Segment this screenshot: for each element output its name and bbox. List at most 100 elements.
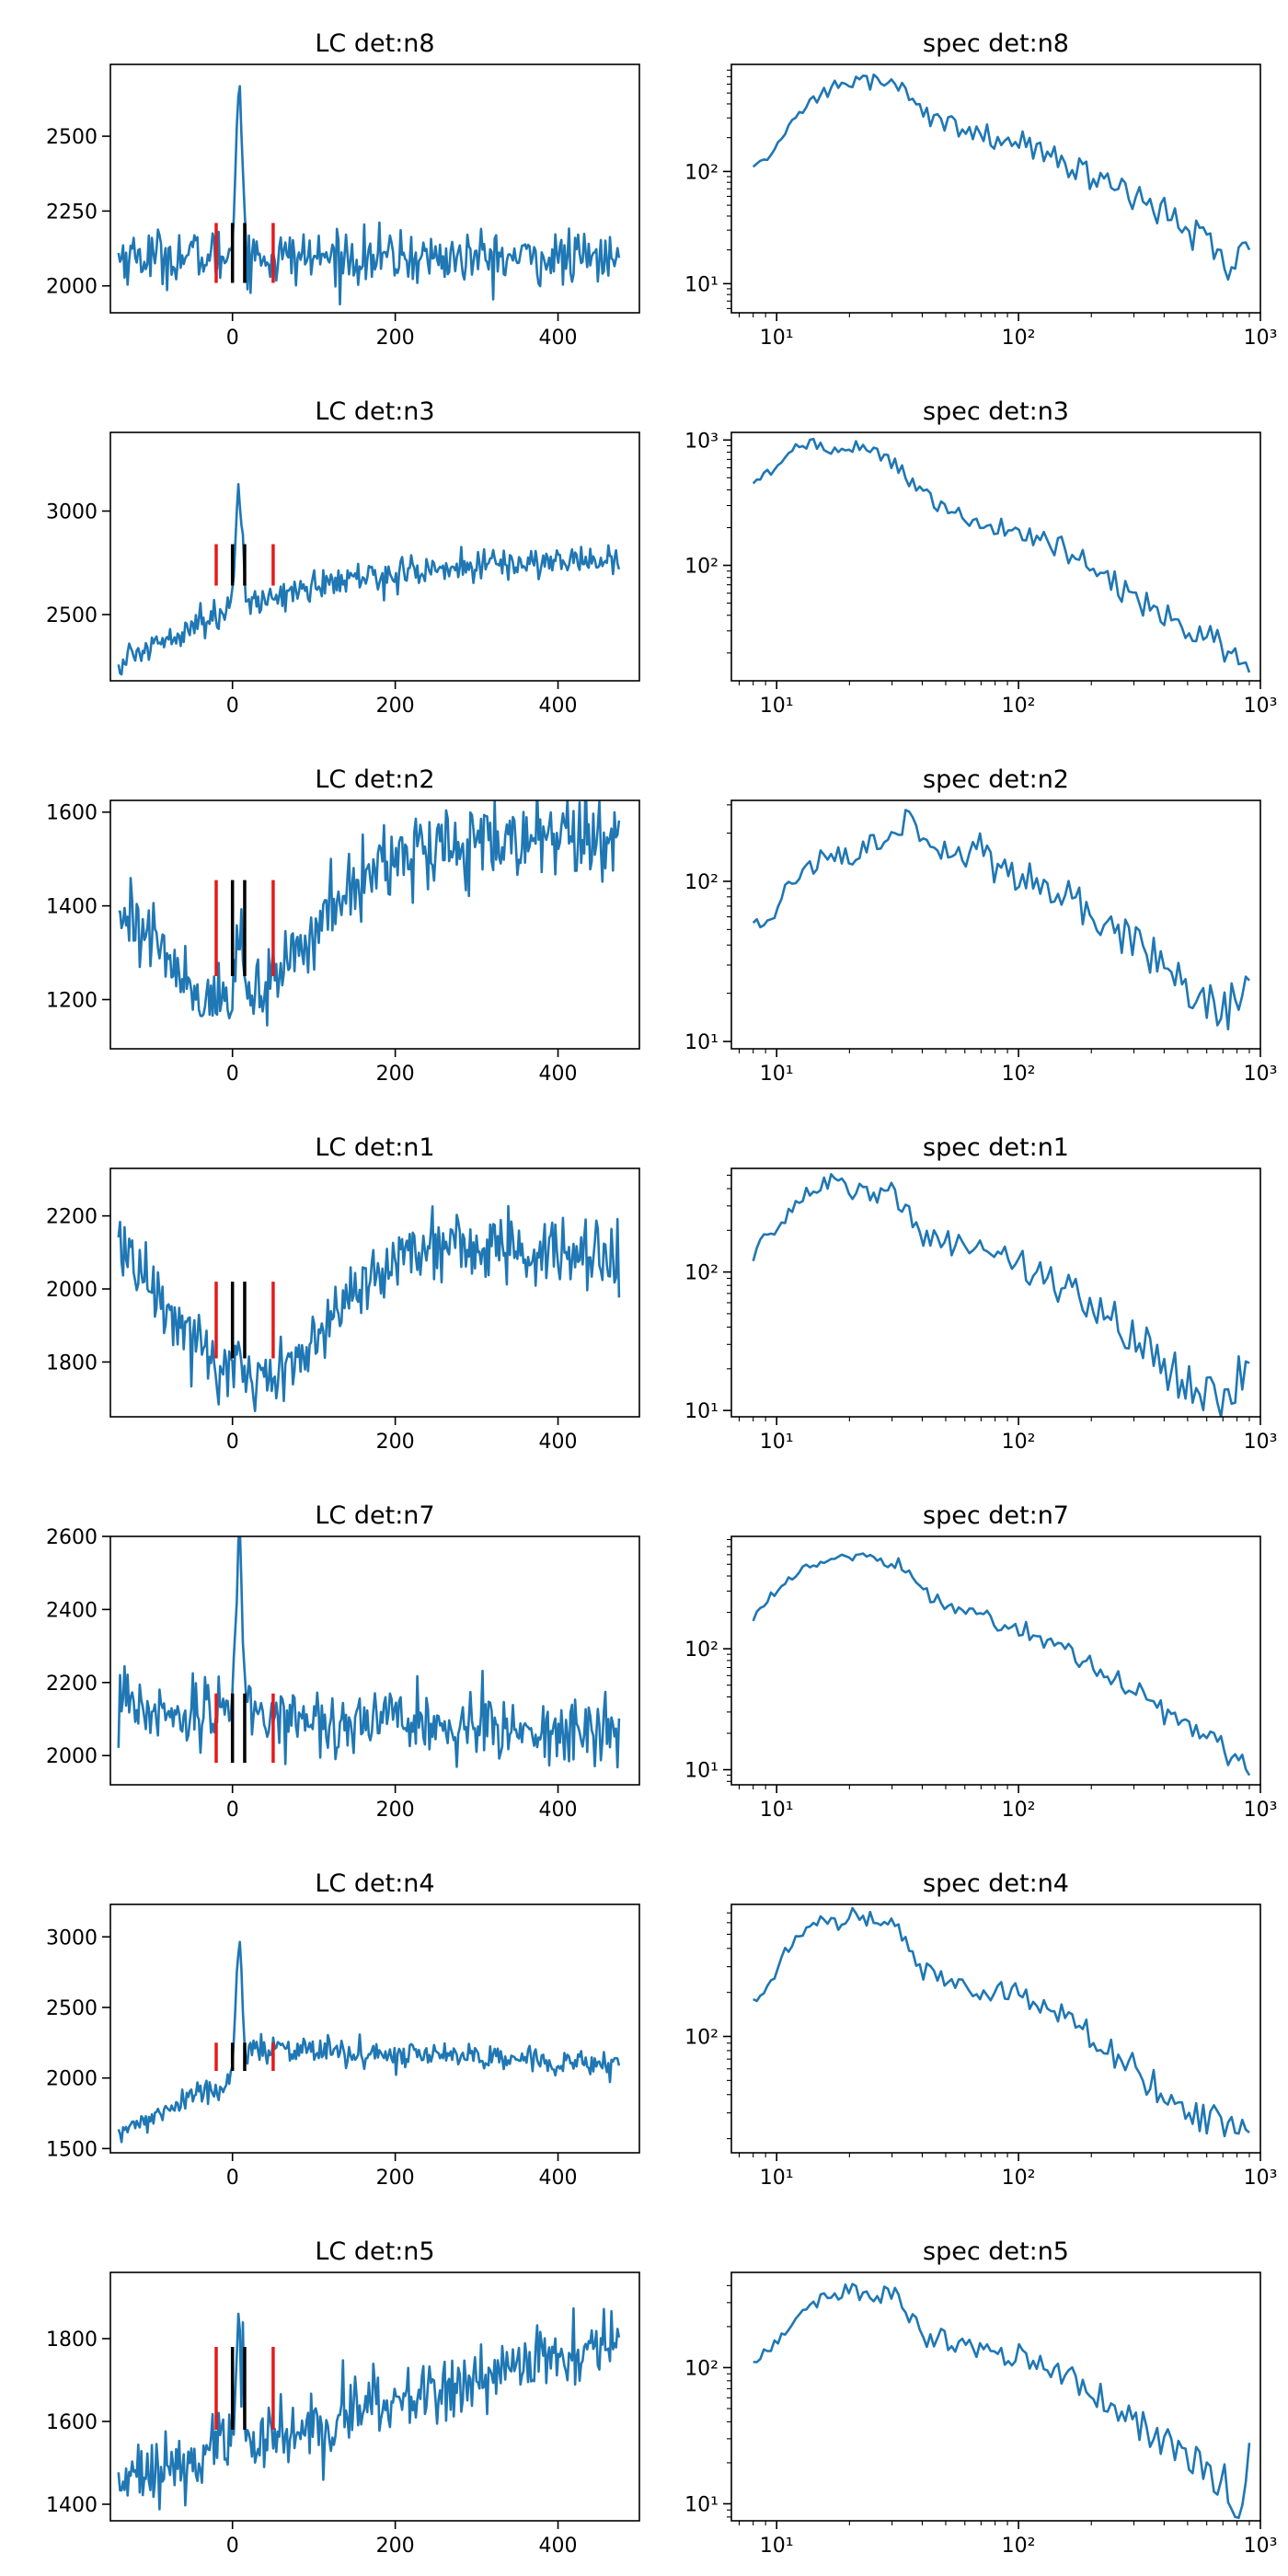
x-tick-label-lc-n7: 400 xyxy=(539,1799,578,1822)
panel-lc-n4: 0 200 400 1500 2000 2500 3000 LC det:n4 xyxy=(46,1869,640,2190)
x-tick-label-lc-n1: 400 xyxy=(539,1431,578,1454)
x-tick-label-spec-n1: 10³ xyxy=(1244,1431,1278,1454)
x-tick-label-lc-n8: 400 xyxy=(539,327,578,350)
series-line-spec-n3 xyxy=(752,437,1251,673)
panel-spec-n5: 10¹ 10² 10³ 10¹ 10² spec det:n5 xyxy=(684,2237,1277,2558)
x-tick-label-lc-n4: 0 xyxy=(226,2167,239,2190)
y-tick-label-spec-n8: 10² xyxy=(684,161,719,184)
axes-frame-lc-n3 xyxy=(109,431,640,682)
panel-title-lc-n4: LC det:n4 xyxy=(315,1869,434,1898)
x-tick-label-lc-n3: 0 xyxy=(226,695,239,718)
y-tick-label-spec-n3: 10³ xyxy=(684,430,719,453)
panel-title-lc-n8: LC det:n8 xyxy=(315,29,434,58)
x-tick-label-spec-n7: 10² xyxy=(1002,1799,1036,1822)
series-line-lc-n2 xyxy=(118,800,621,1027)
y-tick-label-spec-n4: 10² xyxy=(684,2027,719,2050)
x-tick-label-lc-n8: 0 xyxy=(226,327,239,350)
y-tick-label-spec-n2: 10² xyxy=(684,871,719,894)
y-tick-label-spec-n7: 10² xyxy=(684,1639,719,1662)
panel-spec-n4: 10¹ 10² 10³ 10² spec det:n4 xyxy=(684,1869,1277,2190)
y-tick-label-lc-n4: 2000 xyxy=(46,2068,98,2091)
x-tick-label-spec-n4: 10³ xyxy=(1244,2167,1278,2190)
x-tick-label-lc-n7: 200 xyxy=(376,1799,415,1822)
panel-title-spec-n4: spec det:n4 xyxy=(923,1869,1069,1898)
y-tick-label-lc-n4: 2500 xyxy=(46,1997,98,2020)
panel-spec-n7: 10¹ 10² 10³ 10¹ 10² spec det:n7 xyxy=(684,1501,1277,1822)
panel-title-spec-n2: spec det:n2 xyxy=(923,765,1069,794)
x-tick-label-lc-n7: 0 xyxy=(226,1799,239,1822)
axes-frame-spec-n4 xyxy=(730,1903,1261,2154)
x-tick-label-lc-n4: 200 xyxy=(376,2167,415,2190)
y-tick-label-lc-n2: 1600 xyxy=(46,802,98,825)
x-tick-label-lc-n5: 400 xyxy=(539,2535,578,2558)
panel-spec-n1: 10¹ 10² 10³ 10¹ 10² spec det:n1 xyxy=(684,1133,1277,1454)
x-tick-label-lc-n1: 200 xyxy=(376,1431,415,1454)
y-tick-label-lc-n1: 1800 xyxy=(46,1351,98,1374)
series-line-spec-n1 xyxy=(752,1173,1250,1417)
y-tick-label-spec-n3: 10² xyxy=(684,556,719,579)
x-tick-label-spec-n7: 10¹ xyxy=(760,1799,794,1822)
y-tick-label-lc-n8: 2250 xyxy=(46,201,98,224)
x-tick-label-spec-n8: 10¹ xyxy=(760,327,794,350)
x-tick-label-spec-n7: 10³ xyxy=(1244,1799,1278,1822)
x-tick-label-spec-n3: 10¹ xyxy=(760,695,794,718)
axes-frame-lc-n4 xyxy=(109,1903,640,2154)
x-tick-label-spec-n3: 10³ xyxy=(1244,695,1278,718)
y-tick-label-lc-n5: 1400 xyxy=(46,2494,98,2517)
series-line-spec-n2 xyxy=(752,809,1250,1030)
x-tick-label-lc-n8: 200 xyxy=(376,327,415,350)
panel-spec-n8: 10¹ 10² 10³ 10¹ 10² spec det:n8 xyxy=(684,29,1277,350)
axes-frame-spec-n8 xyxy=(730,63,1261,314)
y-tick-label-lc-n7: 2600 xyxy=(46,1526,98,1549)
y-tick-label-lc-n8: 2500 xyxy=(46,126,98,149)
panel-lc-n7: 0 200 400 2000 2200 2400 2600 LC det:n7 xyxy=(46,1501,640,1822)
panel-title-lc-n3: LC det:n3 xyxy=(315,397,434,426)
panel-title-spec-n3: spec det:n3 xyxy=(923,397,1069,426)
x-tick-label-spec-n8: 10³ xyxy=(1244,327,1278,350)
axes-frame-lc-n5 xyxy=(109,2271,640,2522)
y-tick-label-lc-n1: 2000 xyxy=(46,1279,98,1302)
y-tick-label-spec-n1: 10² xyxy=(684,1262,719,1285)
y-tick-label-lc-n5: 1800 xyxy=(46,2329,98,2352)
y-tick-label-spec-n7: 10¹ xyxy=(684,1760,719,1783)
y-tick-label-spec-n2: 10¹ xyxy=(684,1031,719,1054)
y-tick-label-lc-n5: 1600 xyxy=(46,2411,98,2434)
x-tick-label-lc-n2: 400 xyxy=(539,1063,578,1086)
panel-lc-n2: 0 200 400 1200 1400 1600 LC det:n2 xyxy=(46,765,640,1086)
series-line-lc-n4 xyxy=(117,1940,621,2144)
y-tick-label-lc-n7: 2000 xyxy=(46,1745,98,1768)
x-tick-label-spec-n5: 10² xyxy=(1002,2535,1036,2558)
y-tick-label-lc-n7: 2200 xyxy=(46,1673,98,1696)
y-tick-label-lc-n3: 3000 xyxy=(46,501,98,524)
x-tick-label-spec-n8: 10² xyxy=(1002,327,1036,350)
panel-lc-n8: 0 200 400 2000 2250 2500 LC det:n8 xyxy=(46,29,640,350)
x-tick-label-spec-n5: 10³ xyxy=(1244,2535,1278,2558)
x-tick-label-spec-n2: 10¹ xyxy=(760,1063,794,1086)
panel-title-spec-n5: spec det:n5 xyxy=(923,2237,1069,2266)
panel-lc-n5: 0 200 400 1400 1600 1800 LC det:n5 xyxy=(46,2237,640,2558)
y-tick-label-spec-n1: 10¹ xyxy=(684,1400,719,1423)
series-line-lc-n7 xyxy=(117,1536,621,1769)
y-tick-label-lc-n8: 2000 xyxy=(46,276,98,299)
x-tick-label-lc-n5: 0 xyxy=(226,2535,239,2558)
axes-frame-spec-n3 xyxy=(730,431,1261,682)
x-tick-label-spec-n2: 10³ xyxy=(1244,1063,1278,1086)
y-tick-label-spec-n5: 10¹ xyxy=(684,2494,719,2517)
x-tick-label-lc-n2: 200 xyxy=(376,1063,415,1086)
panel-title-spec-n1: spec det:n1 xyxy=(923,1133,1069,1162)
series-line-spec-n8 xyxy=(752,73,1251,282)
x-tick-label-spec-n4: 10² xyxy=(1002,2167,1036,2190)
panel-spec-n2: 10¹ 10² 10³ 10¹ 10² spec det:n2 xyxy=(684,765,1277,1086)
x-tick-label-spec-n2: 10² xyxy=(1002,1063,1036,1086)
panel-title-lc-n1: LC det:n1 xyxy=(315,1133,434,1162)
axes-frame-lc-n2 xyxy=(109,799,640,1050)
series-line-lc-n1 xyxy=(117,1204,621,1412)
y-tick-label-spec-n8: 10¹ xyxy=(684,273,719,296)
y-tick-label-lc-n4: 3000 xyxy=(46,1926,98,1949)
panel-lc-n1: 0 200 400 1800 2000 2200 LC det:n1 xyxy=(46,1133,640,1454)
y-tick-label-lc-n2: 1200 xyxy=(46,990,98,1013)
panel-lc-n3: 0 200 400 2500 3000 LC det:n3 xyxy=(46,397,640,718)
axes-frame-spec-n1 xyxy=(730,1167,1261,1418)
series-line-lc-n5 xyxy=(117,2306,621,2511)
axes-frame-lc-n7 xyxy=(109,1535,640,1786)
